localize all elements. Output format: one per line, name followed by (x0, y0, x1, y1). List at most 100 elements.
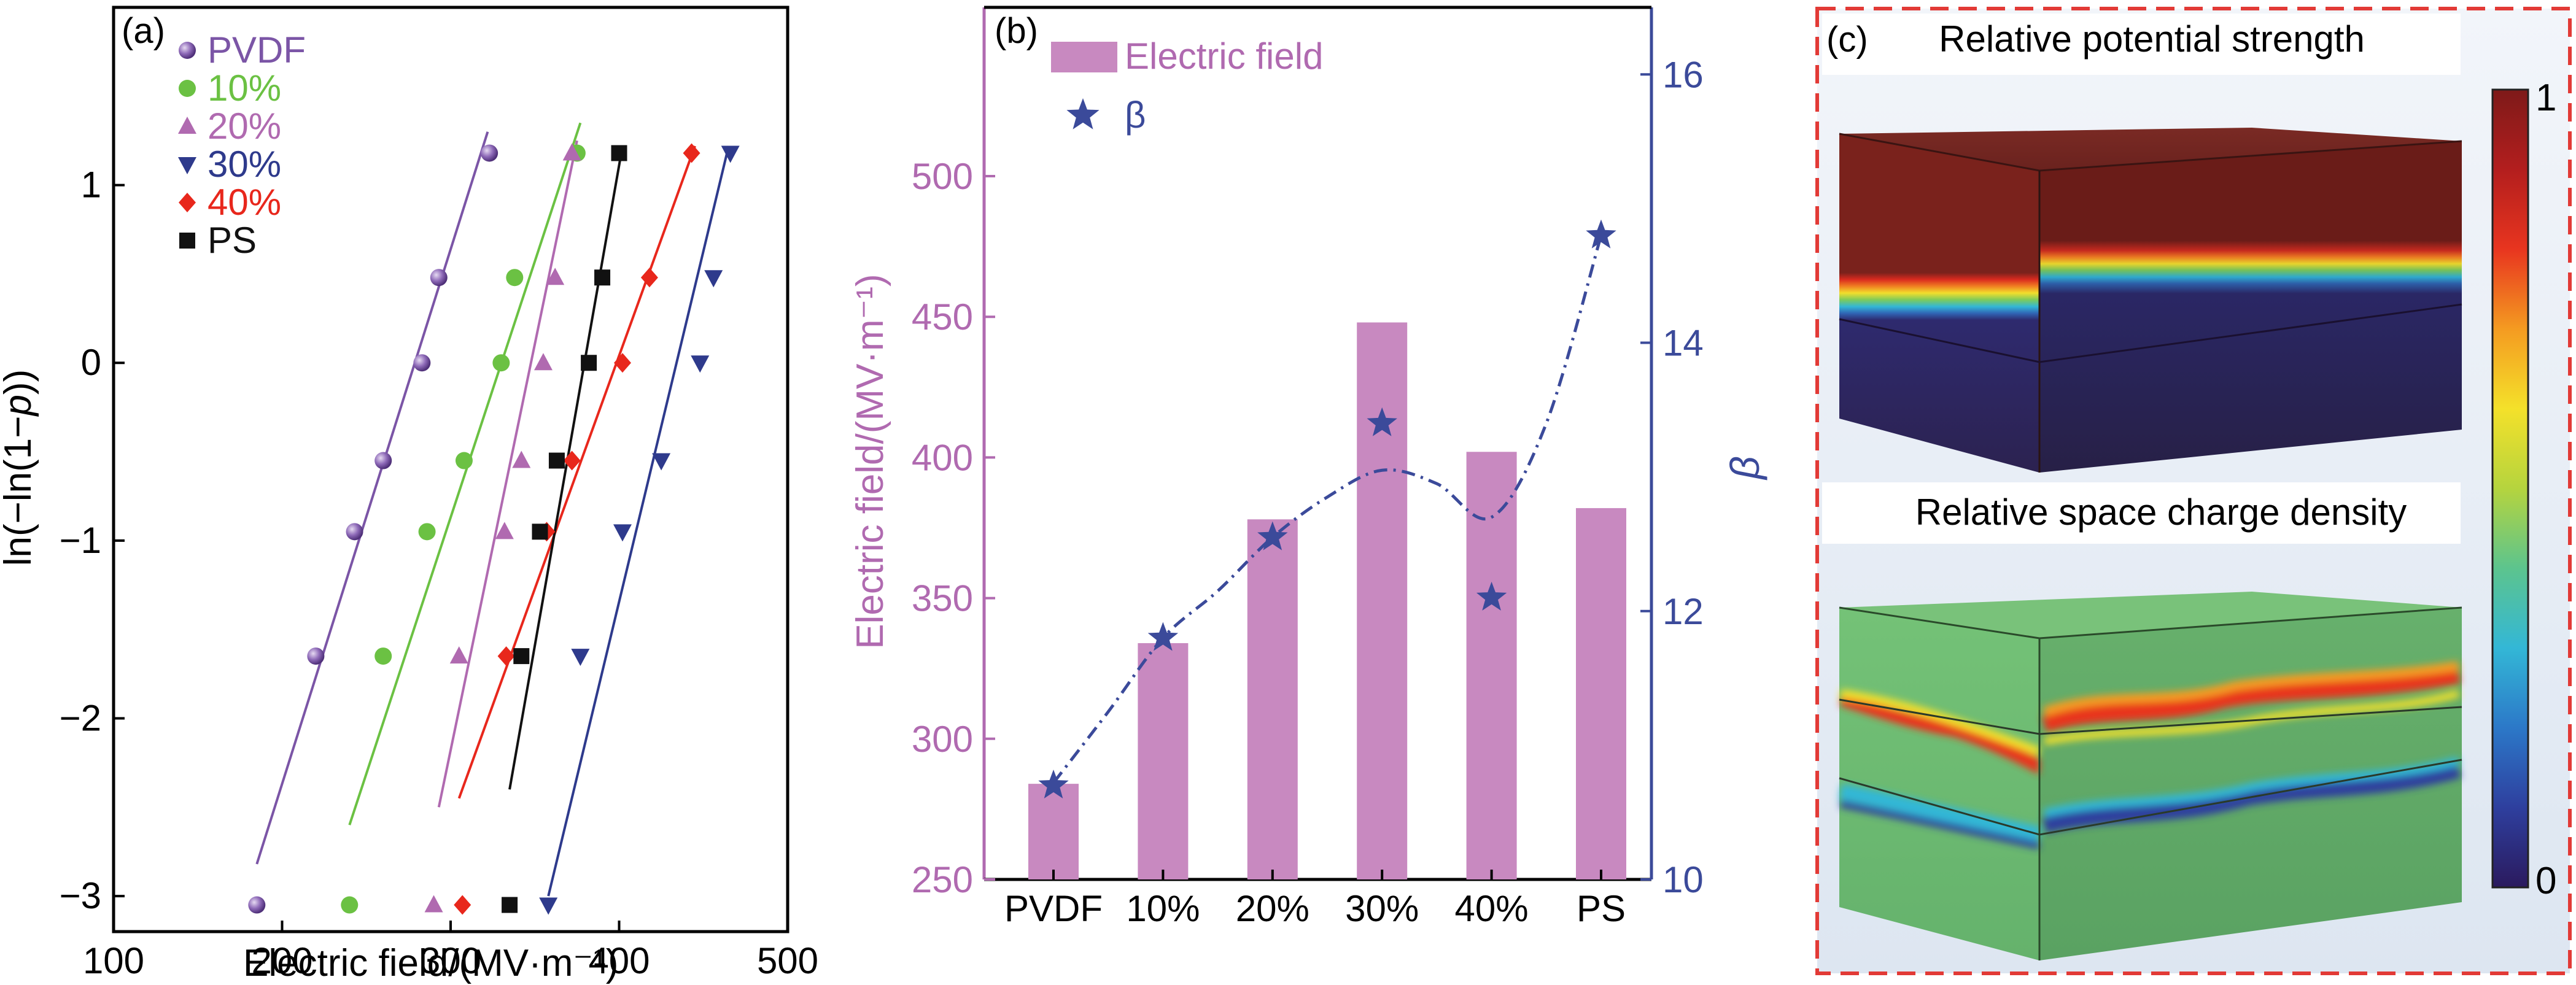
a-ytick-label: −3 (60, 875, 101, 916)
b-ytick-label: 350 (912, 578, 973, 619)
a-legend-marker (178, 117, 196, 134)
a-legend-marker (179, 80, 196, 97)
a-data-point (613, 524, 632, 542)
panel-b-ylabel: Electric field/(MV·m⁻¹) (849, 274, 891, 649)
b-xtick-label: PVDF (1004, 888, 1103, 929)
a-data-point (513, 648, 530, 665)
a-ytick-label: −2 (60, 697, 101, 738)
a-ytick-label: 0 (81, 342, 101, 383)
charge-block-front-face (1839, 608, 2039, 960)
a-fit-line-3 (547, 145, 730, 897)
potential-block-side-face (2039, 141, 2462, 473)
a-xtick-label: 500 (757, 940, 818, 981)
b-y2tick-label: 10 (1662, 859, 1704, 900)
a-data-point (611, 145, 627, 161)
charge-block (1839, 592, 2462, 960)
a-legend-label: 30% (208, 144, 281, 185)
panel-c: (c) Relative potential strength Relative… (1815, 7, 2572, 975)
a-fit-line-0 (255, 131, 489, 865)
potential-block-top-face (1839, 128, 2462, 171)
a-legend-label: PVDF (208, 29, 306, 71)
a-fit-line-1 (348, 122, 582, 825)
a-data-point (683, 143, 700, 163)
b-ytick-label: 250 (912, 859, 973, 900)
a-data-point (512, 450, 531, 468)
a-data-point (506, 269, 524, 287)
a-data-point (563, 450, 581, 471)
a-xtick-label: 400 (588, 940, 650, 981)
a-data-point (533, 353, 553, 371)
b-y2tick-label: 12 (1662, 591, 1704, 632)
a-legend-marker (179, 42, 196, 59)
a-data-point (492, 354, 510, 372)
a-data-point (341, 896, 359, 914)
a-fit-line-2 (437, 140, 578, 808)
colorbar-max-label: 1 (2535, 77, 2556, 119)
a-xtick-label: 200 (251, 940, 312, 981)
b-y2tick-label: 14 (1662, 323, 1704, 364)
a-xtick-label: 300 (420, 940, 481, 981)
a-data-point (413, 354, 431, 372)
potential-block (1839, 128, 2462, 473)
colorbar (2491, 88, 2529, 889)
b-beta-trend-line (1052, 234, 1603, 784)
a-data-point (346, 523, 363, 541)
a-data-point (248, 896, 266, 914)
b-xtick-label: 10% (1126, 888, 1200, 929)
a-legend-marker (178, 157, 196, 174)
b-legend-bar-label: Electric field (1125, 36, 1323, 77)
b-bar (1576, 508, 1626, 879)
a-ytick-label: 1 (81, 164, 101, 206)
a-data-point (562, 143, 581, 161)
a-data-point (704, 270, 723, 288)
b-beta-point (1147, 622, 1179, 651)
panel-a-xlabel: Electric field/(MV·m⁻¹) (243, 942, 618, 984)
a-data-point (455, 452, 473, 469)
a-legend-label: 40% (208, 182, 281, 223)
a-data-point (539, 897, 558, 915)
a-data-point (613, 353, 631, 373)
a-data-point (502, 897, 518, 913)
a-data-point (497, 646, 515, 666)
a-fit-line-4 (457, 145, 696, 799)
colorbar-min-label: 0 (2535, 860, 2556, 902)
a-legend-marker (179, 193, 196, 212)
a-fit-line-5 (508, 145, 624, 790)
b-xtick-label: 40% (1455, 888, 1529, 929)
a-xtick-label: 100 (83, 940, 144, 981)
panel-c-frame (1815, 7, 2572, 975)
b-bar (1357, 322, 1408, 879)
panel-c-title-bg-1 (1822, 14, 2461, 75)
b-bar (1247, 519, 1298, 879)
a-data-point (652, 453, 671, 471)
panel-a: 100 200 300 400 500 −3 −2 −1 0 1 PVDF10%20%30%40… (0, 6, 818, 984)
charge-block-top-face (1839, 592, 2462, 638)
a-ytick-label: −1 (60, 520, 101, 561)
a-data-point (374, 647, 392, 665)
b-ytick-label: 400 (912, 437, 973, 478)
b-xtick-label: 20% (1236, 888, 1309, 929)
b-legend-beta-label: β (1125, 95, 1146, 136)
a-data-point (640, 268, 658, 288)
a-data-point (691, 355, 710, 373)
a-data-point (374, 452, 392, 469)
a-data-point (481, 144, 499, 162)
b-beta-point (1476, 581, 1507, 611)
a-data-point (454, 895, 471, 915)
a-data-point (449, 646, 468, 664)
b-legend-bar-swatch (1051, 42, 1117, 72)
b-beta-point (1586, 219, 1616, 249)
a-legend-label: PS (208, 220, 257, 261)
a-data-point (418, 523, 436, 541)
a-data-point (430, 269, 448, 287)
b-bar (1466, 452, 1517, 879)
a-data-point (594, 269, 611, 286)
a-data-point (495, 522, 514, 539)
a-data-point (307, 647, 325, 665)
b-ytick-label: 300 (912, 719, 973, 760)
a-legend-marker (179, 233, 195, 249)
b-beta-point (1367, 407, 1397, 436)
a-legend-label: 20% (208, 106, 281, 147)
panel-c-subtitle-1: Relative potential strength (1939, 18, 2365, 60)
